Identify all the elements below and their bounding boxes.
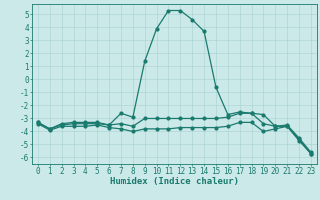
X-axis label: Humidex (Indice chaleur): Humidex (Indice chaleur) (110, 177, 239, 186)
